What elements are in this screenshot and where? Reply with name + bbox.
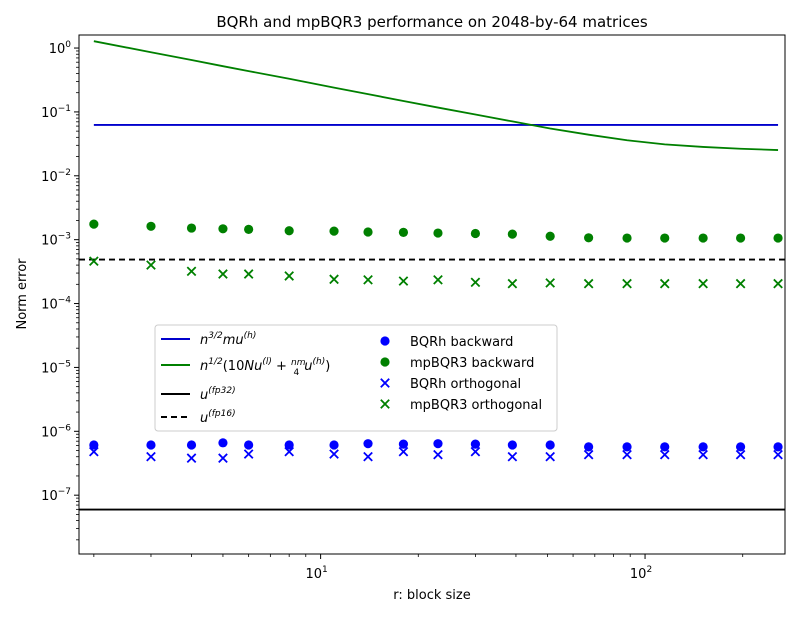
data-point-s1-4 xyxy=(244,224,254,234)
data-point-s2-2 xyxy=(186,453,197,463)
data-point-s1-3 xyxy=(218,224,228,234)
data-point-s2-13 xyxy=(583,449,594,460)
data-point-s1-11 xyxy=(507,229,517,239)
data-point-s2-6 xyxy=(329,449,339,459)
data-point-s3-0 xyxy=(89,256,99,267)
legend: n3/2mu(h) n1/2(10Nu(l) + nm 4 u(h)) u(fp32… xyxy=(154,324,558,432)
data-point-s1-1 xyxy=(146,221,156,231)
data-point-s2-12 xyxy=(545,451,556,462)
data-point-s0-16 xyxy=(698,442,708,452)
data-point-s2-16 xyxy=(698,449,708,460)
data-point-s1-9 xyxy=(433,228,443,238)
data-point-s2-8 xyxy=(398,446,409,457)
data-point-s1-10 xyxy=(470,228,481,239)
data-point-s0-9 xyxy=(433,439,443,449)
x-axis-label: r: block size xyxy=(393,588,470,603)
legend-label-series-2: BQRh orthogonal xyxy=(410,377,521,392)
data-point-s3-17 xyxy=(735,278,746,289)
data-point-s2-18 xyxy=(773,449,783,460)
markers-layer xyxy=(89,219,783,463)
legend-label-line-1: n1/2(10Nu(l) + nm 4 u(h)) xyxy=(200,357,330,378)
data-point-s3-5 xyxy=(284,271,295,281)
legend-marker-series-2 xyxy=(380,378,390,388)
data-point-s0-3 xyxy=(218,438,228,448)
data-point-s3-8 xyxy=(398,276,409,286)
legend-marker-series-1 xyxy=(380,357,390,367)
legend-marker-series-3 xyxy=(380,399,390,409)
data-point-s1-16 xyxy=(698,233,708,243)
data-point-s0-6 xyxy=(329,440,339,450)
data-point-s0-18 xyxy=(773,442,783,452)
data-point-s1-7 xyxy=(363,227,373,237)
y-axis-label: Norm error xyxy=(15,258,30,330)
data-point-s2-15 xyxy=(659,449,670,460)
legend-label-series-3: mpBQR3 orthogonal xyxy=(410,398,542,413)
legend-label-series-0: BQRh backward xyxy=(410,335,513,350)
data-point-s3-9 xyxy=(433,275,443,285)
series-line-1 xyxy=(93,40,779,151)
data-point-s0-14 xyxy=(622,442,632,452)
data-point-s1-15 xyxy=(660,233,670,243)
data-point-s0-7 xyxy=(363,439,373,449)
data-point-s3-3 xyxy=(218,269,228,279)
data-point-s0-8 xyxy=(398,439,409,449)
plot-area xyxy=(79,40,785,511)
data-point-s0-4 xyxy=(244,440,254,450)
data-point-s3-18 xyxy=(773,278,783,289)
data-point-s2-3 xyxy=(218,453,228,463)
data-point-s2-9 xyxy=(433,449,443,460)
lines-layer xyxy=(79,40,785,511)
data-point-s0-0 xyxy=(89,440,99,450)
data-point-s3-10 xyxy=(470,277,481,288)
data-point-s3-2 xyxy=(186,266,197,277)
data-point-s0-2 xyxy=(186,440,197,450)
data-point-s0-13 xyxy=(584,442,594,452)
data-point-s1-2 xyxy=(186,223,197,233)
legend-markers xyxy=(380,336,390,409)
data-point-s2-5 xyxy=(284,446,295,457)
data-point-s2-7 xyxy=(363,451,373,462)
data-point-s2-11 xyxy=(507,451,518,462)
data-point-s0-1 xyxy=(146,440,156,450)
plot-frame xyxy=(78,34,786,555)
legend-box xyxy=(154,324,558,432)
data-point-s3-15 xyxy=(659,278,670,289)
data-point-s2-4 xyxy=(243,449,254,459)
data-point-s3-11 xyxy=(507,278,518,289)
data-point-s3-16 xyxy=(698,278,708,289)
data-point-s1-8 xyxy=(398,227,409,237)
data-point-s2-0 xyxy=(89,446,99,457)
data-point-s0-11 xyxy=(507,440,517,450)
data-point-s3-13 xyxy=(583,278,594,289)
data-point-s2-1 xyxy=(146,451,156,462)
data-point-s1-14 xyxy=(622,233,632,243)
data-point-s1-0 xyxy=(89,219,99,229)
data-point-s0-5 xyxy=(284,440,294,450)
data-point-s3-4 xyxy=(243,269,254,279)
data-point-s1-18 xyxy=(773,233,783,243)
data-point-s0-12 xyxy=(545,440,555,450)
data-point-s1-17 xyxy=(735,233,746,243)
data-point-s0-10 xyxy=(470,439,481,449)
data-point-s1-5 xyxy=(284,226,294,236)
legend-marker-series-0 xyxy=(380,336,390,346)
data-point-s0-15 xyxy=(660,442,670,452)
data-point-s2-10 xyxy=(470,446,481,457)
data-point-s3-12 xyxy=(545,278,556,288)
data-point-s3-1 xyxy=(146,260,156,270)
data-point-s3-7 xyxy=(363,275,373,285)
data-point-s1-13 xyxy=(584,233,594,243)
data-point-s2-14 xyxy=(622,449,632,460)
chart-title: BQRh and mpBQR3 performance on 2048-by-6… xyxy=(216,13,648,31)
data-point-s2-17 xyxy=(735,449,746,460)
data-point-s1-6 xyxy=(329,226,339,236)
legend-label-series-1: mpBQR3 backward xyxy=(410,356,534,371)
data-point-s3-6 xyxy=(329,274,339,285)
data-point-s1-12 xyxy=(545,231,555,241)
data-point-s3-14 xyxy=(622,278,632,289)
data-point-s0-17 xyxy=(735,442,746,452)
